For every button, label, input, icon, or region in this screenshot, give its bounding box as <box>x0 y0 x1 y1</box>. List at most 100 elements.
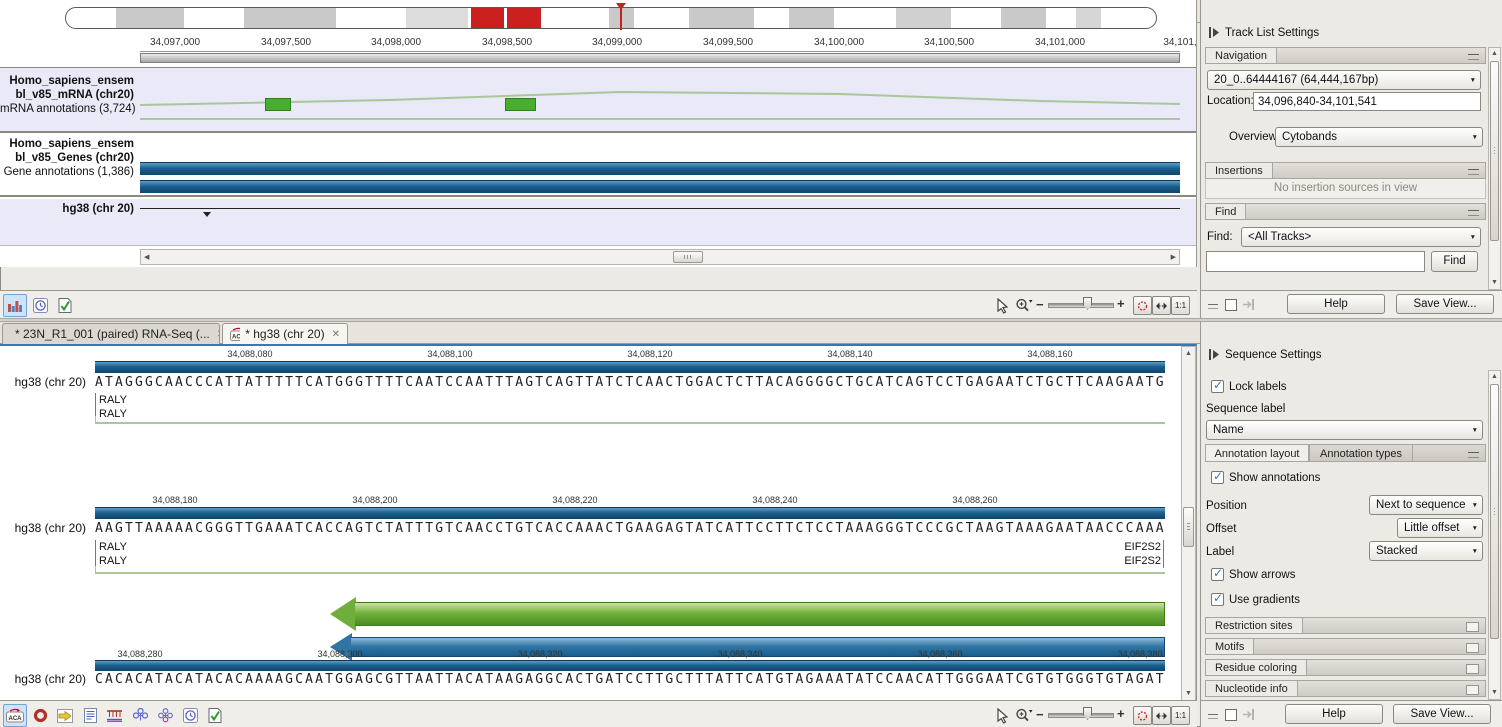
open-settings-icon[interactable] <box>1466 622 1479 632</box>
sequence-text[interactable]: AAGTTAAAAACGGGTTGAAATCACCAGTCTATTTGTCAAC… <box>95 521 1166 536</box>
use-gradients-checkbox[interactable]: ✓ <box>1211 591 1224 606</box>
settings-scrollbar[interactable]: ▲ ▼ <box>1488 47 1501 290</box>
secondary-structure-button[interactable] <box>153 704 177 727</box>
restriction-map-button[interactable] <box>103 704 127 727</box>
horizontal-splitter[interactable] <box>0 318 1502 322</box>
annotation-label[interactable]: RALY <box>99 394 127 406</box>
sequence-view-button[interactable]: ACA <box>3 704 27 727</box>
collapse-panel-icon[interactable] <box>1208 304 1218 309</box>
element-info-button[interactable] <box>53 294 77 317</box>
insertion-marker[interactable] <box>203 212 211 217</box>
zoom-slider-track[interactable] <box>1048 713 1114 718</box>
zoom-in-icon[interactable]: + <box>1117 296 1125 311</box>
scrollbar-thumb[interactable] <box>1183 507 1194 547</box>
gene-annotation-arrow[interactable] <box>330 633 1165 661</box>
show-arrows-checkbox[interactable]: ✓ <box>1211 566 1224 581</box>
sequence-scrollbar[interactable]: ▲ ▼ <box>1181 346 1196 700</box>
sequence-label-select[interactable]: Name ▼ <box>1206 420 1483 440</box>
scroll-left-icon[interactable]: ◀ <box>144 254 150 261</box>
tab-annotation-layout[interactable]: Annotation layout <box>1205 444 1309 462</box>
minimize-icon[interactable] <box>1468 452 1479 458</box>
selection-mode-button[interactable] <box>990 704 1014 727</box>
zoom-to-selection-button[interactable] <box>1133 296 1152 315</box>
annotation-label[interactable]: EIF2S2 <box>1124 555 1161 567</box>
residue-coloring-group-header[interactable]: Residue coloring <box>1205 659 1486 676</box>
open-settings-icon[interactable] <box>1466 664 1479 674</box>
find-input[interactable] <box>1206 251 1425 272</box>
insertions-group-header[interactable]: Insertions <box>1205 162 1486 179</box>
gene-annotation-bar[interactable] <box>95 507 1165 519</box>
tab-annotation-types[interactable]: Annotation types <box>1309 444 1413 462</box>
dock-panel-icon[interactable] <box>1243 299 1255 310</box>
scroll-up-icon[interactable]: ▲ <box>1491 373 1498 380</box>
restriction-sites-group-header[interactable]: Restriction sites <box>1205 617 1486 634</box>
help-button[interactable]: Help <box>1287 294 1385 314</box>
location-input[interactable] <box>1253 92 1481 111</box>
annotation-label[interactable]: RALY <box>99 541 127 553</box>
motifs-group-header[interactable]: Motifs <box>1205 638 1486 655</box>
nucleotide-info-group-header[interactable]: Nucleotide info <box>1205 680 1486 697</box>
zoom-slider-thumb[interactable] <box>1083 707 1092 720</box>
chromosome-ideogram[interactable] <box>65 7 1157 29</box>
open-settings-icon[interactable] <box>1466 685 1479 695</box>
mrna-annotation-arrow[interactable] <box>330 597 1165 631</box>
scroll-right-icon[interactable]: ▶ <box>1170 254 1176 261</box>
tab-hg38-sequence[interactable]: ACA * hg38 (chr 20) ✕ <box>222 323 348 344</box>
scroll-up-icon[interactable]: ▲ <box>1491 50 1498 57</box>
label-select[interactable]: Stacked ▼ <box>1369 541 1483 561</box>
scroll-down-icon[interactable]: ▼ <box>1491 689 1498 696</box>
scroll-down-icon[interactable]: ▼ <box>1491 279 1498 286</box>
history-view-button[interactable] <box>178 704 202 727</box>
overview-select[interactable]: Cytobands ▼ <box>1275 127 1483 147</box>
element-info-button[interactable] <box>203 704 227 727</box>
zoom-out-icon[interactable]: − <box>1036 297 1044 312</box>
scroll-up-icon[interactable]: ▲ <box>1185 350 1192 357</box>
history-view-button[interactable] <box>28 294 52 317</box>
zoom-to-selection-button[interactable] <box>1133 706 1152 725</box>
zoom-in-icon[interactable]: + <box>1117 706 1125 721</box>
find-scope-select[interactable]: <All Tracks> ▼ <box>1241 227 1481 247</box>
minimize-icon[interactable] <box>1468 169 1479 175</box>
float-panel-icon[interactable] <box>1225 299 1237 311</box>
show-annotations-checkbox[interactable]: ✓ <box>1211 469 1224 484</box>
mrna-annotation-box[interactable] <box>505 98 536 111</box>
zoom-100-button[interactable]: 1:1 <box>1171 296 1190 315</box>
position-select[interactable]: Next to sequence ▼ <box>1369 495 1483 515</box>
cloverleaf-view-button[interactable] <box>128 704 152 727</box>
float-panel-icon[interactable] <box>1225 709 1237 721</box>
circular-view-button[interactable] <box>28 704 52 727</box>
tab-rnaseq-reads[interactable]: * 23N_R1_001 (paired) RNA-Seq (... ✕ <box>2 323 220 344</box>
gene-annotation-bar[interactable] <box>95 660 1165 671</box>
offset-select[interactable]: Little offset ▼ <box>1397 518 1483 538</box>
save-view-button[interactable]: Save View... <box>1396 294 1494 314</box>
track-list-view-button[interactable] <box>3 294 27 317</box>
close-icon[interactable]: ✕ <box>217 329 219 340</box>
open-settings-icon[interactable] <box>1466 643 1479 653</box>
scroll-down-icon[interactable]: ▼ <box>1185 690 1192 697</box>
mrna-annotation-box[interactable] <box>265 98 291 111</box>
annotation-table-button[interactable] <box>53 704 77 727</box>
minimize-icon[interactable] <box>1468 210 1479 216</box>
chromosome-select[interactable]: 20_0..64444167 (64,444,167bp) ▼ <box>1207 70 1481 90</box>
sequence-text[interactable]: ATAGGGCAACCCATTATTTTTCATGGGTTTTCAATCCAAT… <box>95 375 1166 390</box>
horizontal-scrollbar[interactable]: ◀ ▶ <box>140 249 1180 265</box>
close-icon[interactable]: ✕ <box>331 328 340 340</box>
minimize-icon[interactable] <box>1468 54 1479 60</box>
help-button[interactable]: Help <box>1285 704 1383 724</box>
annotation-label[interactable]: RALY <box>99 555 127 567</box>
zoom-mode-button[interactable] <box>1012 704 1036 727</box>
fit-width-button[interactable] <box>1152 706 1171 725</box>
gene-annotation-bar[interactable] <box>140 162 1180 175</box>
gene-annotation-bar[interactable] <box>140 180 1180 193</box>
zoom-100-button[interactable]: 1:1 <box>1171 706 1190 725</box>
find-button[interactable]: Find <box>1431 251 1478 272</box>
gene-annotation-bar[interactable] <box>95 361 1165 373</box>
zoom-slider-track[interactable] <box>1048 303 1114 308</box>
save-view-button[interactable]: Save View... <box>1393 704 1491 724</box>
scrollbar-thumb[interactable] <box>673 251 703 263</box>
scrollbar-thumb[interactable] <box>1490 384 1499 639</box>
scrollbar-thumb[interactable] <box>1490 61 1499 241</box>
sequence-text[interactable]: CACACATACATACACAAAAGCAATGGAGCGTTAATTACAT… <box>95 672 1166 687</box>
ruler-position-bar[interactable] <box>140 53 1180 63</box>
annotation-label[interactable]: RALY <box>99 408 127 420</box>
